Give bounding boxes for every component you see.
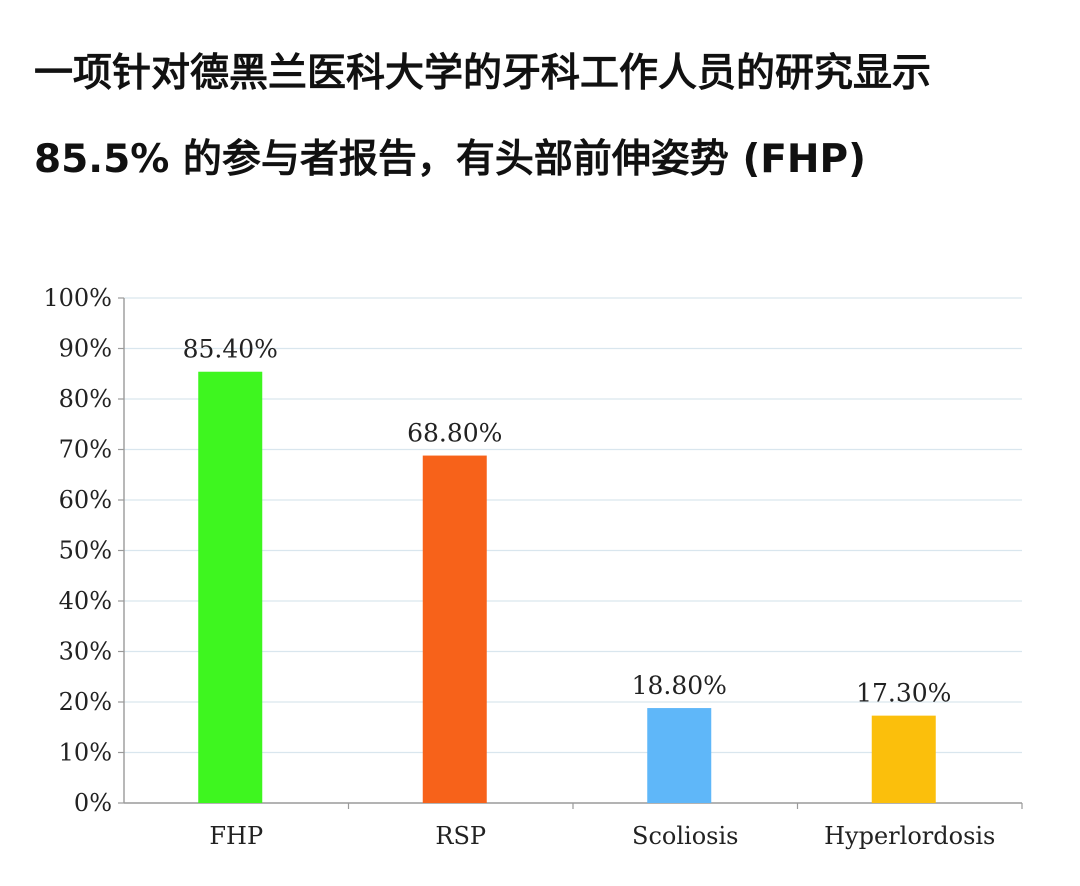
y-tick-label: 30% (59, 638, 112, 666)
bar-rsp (422, 455, 487, 803)
title-line-2: 85.5% 的参与者报告，有头部前伸姿势 (FHP) (34, 137, 866, 182)
x-category-label: Scoliosis (632, 822, 738, 850)
x-category-label: Hyperlordosis (824, 822, 995, 850)
y-tick-label: 70% (59, 436, 112, 464)
bar-chart: 0% 10% 20% 30% 40% 50% 60% 70% 80% 90% 100% 85.40% F… (43, 284, 1023, 850)
bar-hyperlordosis (871, 715, 936, 803)
y-tick-label: 40% (59, 587, 112, 615)
data-label: 68.80% (407, 419, 502, 448)
chart-title: 一项针对德黑兰医科大学的牙科工作人员的研究显示 85.5% 的参与者报告，有头部… (34, 52, 1064, 182)
data-label: 18.80% (632, 671, 727, 700)
bar-fhp (198, 371, 263, 803)
data-label: 17.30% (856, 679, 951, 708)
title-line-1: 一项针对德黑兰医科大学的牙科工作人员的研究显示 (34, 51, 932, 96)
bar-scoliosis (647, 708, 712, 803)
y-tick-label: 90% (59, 335, 112, 363)
y-tick-label: 80% (59, 385, 112, 413)
y-tick-label: 60% (59, 486, 112, 514)
y-tick-label: 100% (43, 284, 112, 312)
x-category-label: FHP (209, 822, 263, 850)
y-tick-label: 20% (59, 688, 112, 716)
y-tick-label: 50% (59, 537, 112, 565)
data-label: 85.40% (183, 335, 278, 364)
x-category-label: RSP (435, 822, 486, 850)
y-tick-label: 10% (59, 739, 112, 767)
y-tick-label: 0% (74, 789, 112, 817)
